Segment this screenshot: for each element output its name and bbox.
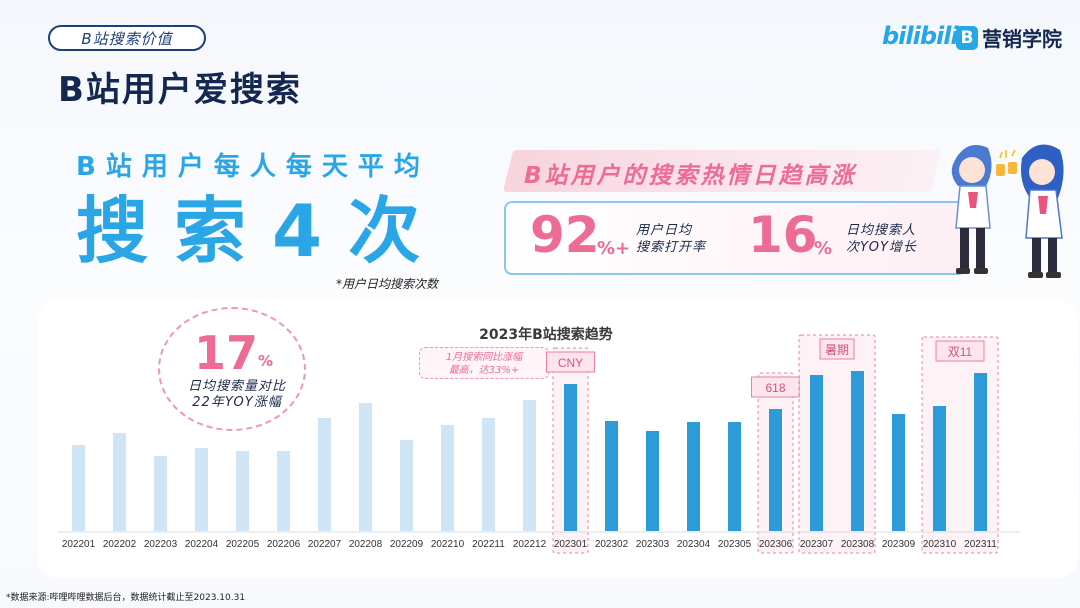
yoy-label: 日均搜索量对比 22年YOY涨幅 [182, 379, 292, 411]
stats-box [504, 201, 966, 275]
x-tick-label: 202212 [513, 539, 547, 550]
bar-202206 [277, 451, 290, 531]
page-title: B站用户爱搜索 [58, 70, 302, 110]
bar-202210 [441, 425, 454, 531]
bar-202308 [851, 371, 864, 531]
x-tick-label: 202303 [636, 539, 670, 550]
mascot-22-illustration [951, 145, 992, 274]
x-tick-label: 202307 [800, 539, 834, 550]
stat-open-rate-label: 用户日均 搜索打开率 [636, 222, 706, 256]
bar-202201 [72, 445, 85, 531]
academy-logo-label: 营销学院 [982, 27, 1062, 51]
stat-yoy-label-line2: 次YOY增长 [846, 240, 917, 255]
bar-202212 [523, 400, 536, 531]
yoy-label-line1: 日均搜索量对比 [187, 379, 286, 394]
passion-banner-text: B站用户的搜索热情日趋高涨 [524, 163, 857, 189]
bar-202304 [687, 422, 700, 531]
yoy-label-line2: 22年YOY涨幅 [192, 395, 282, 410]
bar-202303 [646, 431, 659, 531]
bar-202309 [892, 414, 905, 531]
headline-main: 搜索4次 [76, 189, 447, 273]
x-tick-label: 202308 [841, 539, 875, 550]
bar-202306 [769, 409, 782, 531]
stat-open-rate-value: 92 [530, 206, 600, 264]
x-tick-label: 202309 [882, 539, 916, 550]
annotation-label: CNY [558, 356, 583, 370]
bar-202301 [564, 384, 577, 531]
x-tick-label: 202210 [431, 539, 465, 550]
stat-open-rate-label-line1: 用户日均 [636, 223, 693, 238]
annotation-label-box [935, 340, 985, 362]
x-tick-label: 202310 [923, 539, 957, 550]
x-tick-label: 202302 [595, 539, 629, 550]
section-tag: B站搜索价值 [48, 25, 206, 51]
bar-202205 [236, 451, 249, 531]
stat-open-rate-label-line2: 搜索打开率 [636, 240, 707, 255]
x-tick-label: 202203 [144, 539, 178, 550]
stat-open-rate-unit: %+ [597, 238, 631, 259]
bar-202207 [318, 418, 331, 531]
stat-yoy-unit: % [814, 238, 833, 259]
chart-note-line1: 1月搜索同比涨幅 [445, 352, 523, 363]
annotation-label: 暑期 [825, 343, 849, 357]
stat-yoy-label-line1: 日均搜索人 [846, 223, 917, 238]
bar-202307 [810, 375, 823, 531]
mascot-33-illustration [1021, 144, 1064, 278]
yoy-bubble [158, 307, 306, 431]
annotation-label-box [546, 351, 595, 373]
x-tick-label: 202207 [308, 539, 342, 550]
x-tick-label: 202304 [677, 539, 711, 550]
bar-202204 [195, 448, 208, 531]
bar-202211 [482, 418, 495, 531]
annotation-label: 618 [765, 381, 785, 395]
x-tick-label: 202209 [390, 539, 424, 550]
chart-note: 1月搜索同比涨幅 最高，达33%+ [419, 347, 549, 379]
chart-title: 2023年B站搜索趋势 [479, 327, 613, 343]
bar-202310 [933, 406, 946, 531]
bar-202202 [113, 433, 126, 531]
annotation-label-box [819, 338, 855, 360]
data-source-footnote: *数据来源:哔哩哔哩数据后台，数据统计截止至2023.10.31 [6, 593, 246, 603]
x-tick-label: 202205 [226, 539, 260, 550]
x-tick-label: 202201 [62, 539, 96, 550]
bar-202311 [974, 373, 987, 531]
headline-footnote: *用户日均搜索次数 [336, 277, 439, 291]
x-tick-label: 202311 [964, 539, 997, 550]
bilibili-logo: bilibili [882, 22, 959, 50]
bar-202305 [728, 422, 741, 531]
bar-202208 [359, 403, 372, 531]
stat-yoy-value: 16 [748, 206, 818, 264]
x-tick-label: 202208 [349, 539, 383, 550]
x-tick-label: 202202 [103, 539, 137, 550]
x-tick-label: 202206 [267, 539, 301, 550]
yoy-value: 17 [194, 326, 259, 380]
bar-202209 [400, 440, 413, 531]
marketing-academy-logo: B 营销学院 [956, 23, 1062, 52]
mascots-illustration [951, 144, 1064, 278]
headline-subtitle: B站用户每人每天平均 [76, 152, 430, 182]
annotation-label: 双11 [948, 345, 973, 359]
x-tick-label: 202211 [472, 539, 505, 550]
cheers-drinks-icon [996, 149, 1017, 176]
yoy-unit: % [258, 352, 274, 370]
chart-note-line2: 最高，达33%+ [448, 365, 520, 376]
stat-yoy-label: 日均搜索人 次YOY增长 [846, 222, 917, 256]
bar-202302 [605, 421, 618, 531]
x-tick-label: 202305 [718, 539, 752, 550]
x-tick-label: 202204 [185, 539, 219, 550]
x-tick-label: 202306 [759, 539, 793, 550]
x-tick-label: 202301 [554, 539, 588, 550]
academy-logo-icon: B [956, 25, 978, 50]
bar-202203 [154, 456, 167, 531]
